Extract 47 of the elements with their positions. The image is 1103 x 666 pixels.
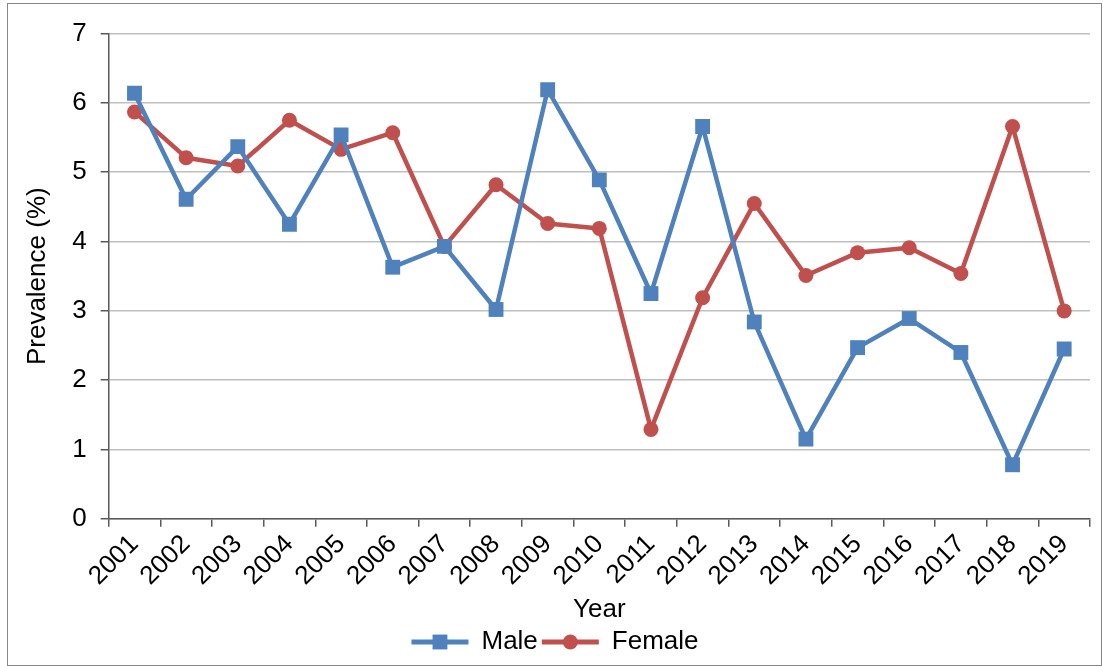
point [591, 172, 607, 188]
point [540, 82, 556, 98]
point [540, 216, 556, 232]
legend-label: Male [481, 625, 538, 656]
point [1005, 118, 1021, 134]
point [901, 311, 917, 326]
y-tick-label: 2 [72, 363, 87, 394]
point [1056, 303, 1072, 319]
point [643, 421, 659, 437]
point [281, 112, 297, 128]
point [1056, 341, 1072, 357]
point [798, 431, 814, 447]
point [850, 340, 865, 356]
point [126, 104, 142, 120]
point [127, 85, 142, 101]
y-tick-label: 4 [72, 224, 87, 255]
point [230, 158, 246, 174]
point [591, 220, 607, 236]
point [746, 195, 762, 211]
point [333, 127, 349, 143]
y-tick-label: 7 [72, 16, 87, 47]
point [746, 314, 762, 330]
point [488, 177, 504, 193]
point [953, 265, 969, 281]
legend-label: Female [611, 625, 699, 656]
point [178, 191, 194, 207]
y-tick-label: 0 [72, 502, 87, 533]
y-tick-label: 6 [72, 86, 87, 117]
y-tick-label: 3 [72, 294, 87, 325]
point [488, 302, 504, 317]
y-axis-title: Prevalence (%) [20, 187, 51, 366]
point [1005, 457, 1020, 473]
x-axis-title: Year [573, 592, 626, 623]
point [850, 245, 866, 261]
y-tick-label: 1 [72, 432, 87, 463]
point [385, 259, 401, 275]
point [901, 240, 917, 256]
point [643, 286, 659, 301]
point [178, 150, 194, 166]
point [282, 216, 297, 232]
y-tick-label: 5 [72, 155, 87, 186]
point [230, 139, 246, 155]
point [798, 268, 814, 284]
point [385, 125, 401, 141]
point [953, 345, 969, 360]
point [695, 290, 711, 306]
point [695, 119, 711, 134]
